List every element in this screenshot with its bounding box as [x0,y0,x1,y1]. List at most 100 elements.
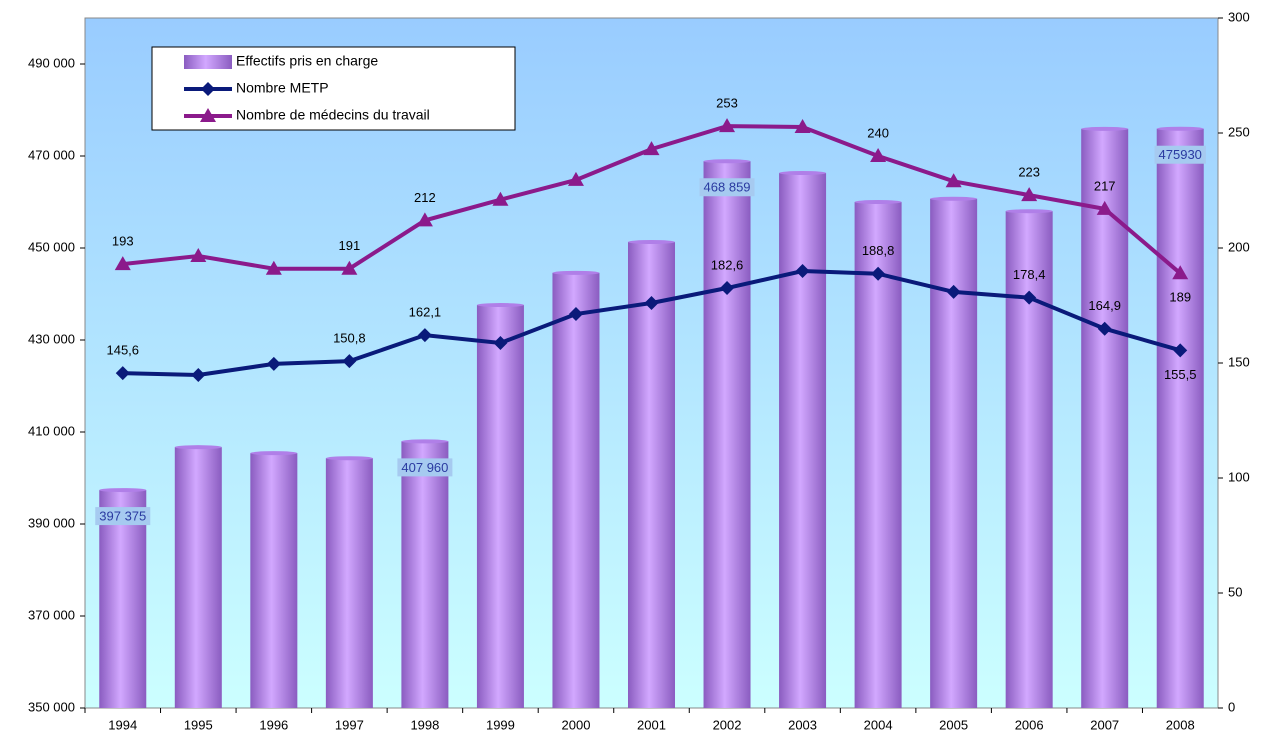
x-tick-label: 2007 [1090,717,1119,732]
y-tick-label: 450 000 [28,239,75,254]
x-tick-label: 2000 [562,717,591,732]
x-tick-label: 1994 [108,717,137,732]
y-tick-label: 390 000 [28,515,75,530]
y-tick-label: 350 000 [28,699,75,714]
bar-cap [703,159,751,164]
bar-cap [930,196,978,201]
y2-tick-label: 300 [1228,9,1250,24]
marker [568,307,583,322]
bar-cap [1005,209,1053,214]
y-tick-label: 370 000 [28,607,75,622]
y2-tick-label: 150 [1228,354,1250,369]
data-label: 223 [1018,165,1040,180]
bar [930,198,978,708]
marker [644,295,659,310]
marker [794,119,811,134]
x-tick-label: 2003 [788,717,817,732]
y2-tick-label: 250 [1228,124,1250,139]
data-label: 189 [1169,290,1191,305]
y-tick-label: 410 000 [28,423,75,438]
data-label: 193 [112,234,134,249]
marker [720,281,735,296]
data-label: 162,1 [409,305,442,320]
data-label: 217 [1094,178,1116,193]
bar [476,305,524,708]
data-label-text: 468 859 [704,180,751,195]
bar [401,441,449,708]
x-tick-label: 1995 [184,717,213,732]
bar-cap [552,270,600,275]
data-label: 182,6 [711,257,744,272]
bar [703,161,751,708]
data-label-bg [95,507,151,526]
bar [779,173,827,708]
bar-cap [99,488,147,493]
marker [417,328,432,343]
bar [250,453,298,708]
x-tick-label: 1997 [335,717,364,732]
bar-cap [1156,126,1204,131]
y2-tick-label: 0 [1228,699,1235,714]
data-label: 145,6 [106,343,139,358]
y-tick-label: 470 000 [28,147,75,162]
x-tick-label: 1999 [486,717,515,732]
bar [854,202,902,708]
bar-cap [476,303,524,308]
legend-label: Nombre de médecins du travail [236,107,430,123]
legend-marker [200,108,216,122]
x-tick-label: 1996 [259,717,288,732]
data-label-text: 397 375 [99,509,146,524]
data-label-text: 407 960 [401,460,448,475]
x-tick-label: 2004 [864,717,893,732]
y2-tick-label: 50 [1228,584,1242,599]
marker [719,118,736,133]
data-label: 468 859 [699,178,755,197]
data-label: 212 [414,190,436,205]
data-label: 188,8 [862,243,895,258]
x-tick-label: 2001 [637,717,666,732]
marker [190,248,207,263]
bar-cap [401,439,449,444]
y-tick-label: 430 000 [28,331,75,346]
data-label: 150,8 [333,331,366,346]
marker [1173,343,1188,358]
y-tick-label: 490 000 [28,55,75,70]
bar-cap [854,200,902,204]
marker [341,260,358,275]
marker [1022,290,1037,305]
bar [552,272,600,708]
data-label-bg [397,458,453,477]
marker [643,141,660,156]
marker [1097,321,1112,336]
marker [945,173,962,188]
y2-tick-label: 200 [1228,239,1250,254]
legend-label: Nombre METP [236,80,329,96]
marker [1021,187,1038,202]
y2-tick-label: 100 [1228,469,1250,484]
legend-swatch [184,55,232,69]
marker [492,191,509,206]
bar [1005,211,1053,708]
bar [99,490,147,708]
marker [115,366,130,381]
data-label: 178,4 [1013,267,1046,282]
marker [416,212,433,227]
marker [191,367,206,382]
x-tick-label: 1998 [410,717,439,732]
bar-cap [1081,126,1129,131]
data-label: 240 [867,125,889,140]
marker [493,335,508,350]
data-label: 407 960 [397,458,453,477]
marker [1172,265,1189,280]
data-label-bg [699,178,755,197]
marker [342,354,357,369]
bar [325,458,373,708]
legend-marker [201,82,215,96]
data-label-bg [1154,145,1206,164]
marker [870,148,887,162]
bar-cap [325,456,373,461]
data-label: 164,9 [1088,298,1121,313]
marker [266,356,281,371]
data-label: 155,5 [1164,367,1197,382]
